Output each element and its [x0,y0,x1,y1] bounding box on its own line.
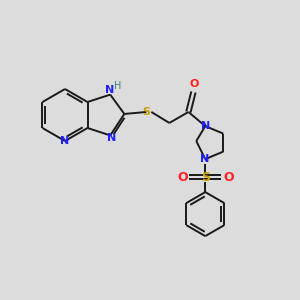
Text: O: O [223,171,234,184]
Text: N: N [200,154,209,164]
Text: N: N [106,134,116,143]
Text: N: N [60,136,70,146]
Text: N: N [201,121,210,131]
Text: H: H [114,81,121,91]
Text: S: S [201,171,210,184]
Text: S: S [142,107,150,117]
Text: O: O [177,171,188,184]
Text: N: N [105,85,114,94]
Text: O: O [190,79,199,89]
